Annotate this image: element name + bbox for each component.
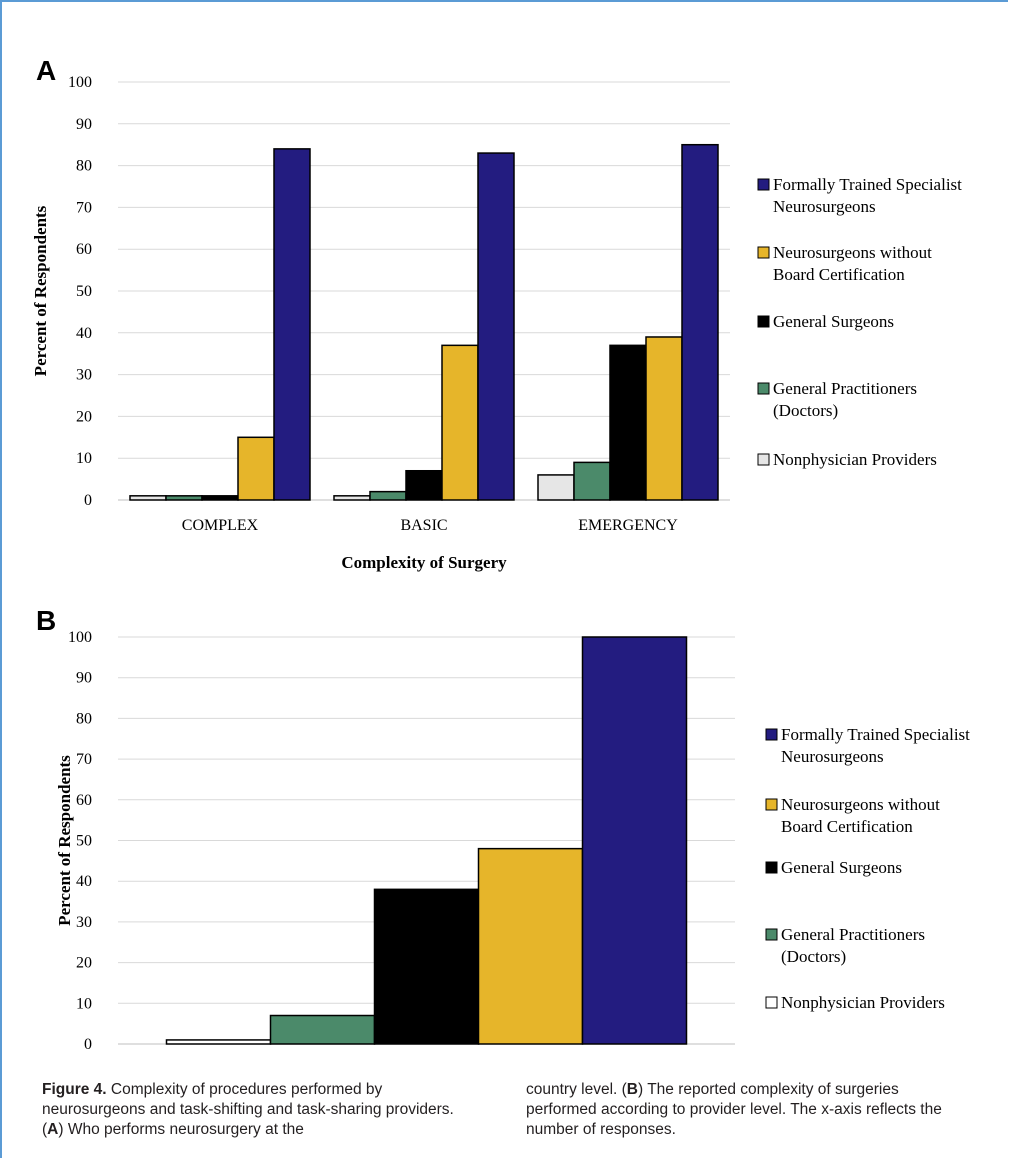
legend-label: General Surgeons — [781, 858, 902, 877]
y-tick-label: 100 — [68, 629, 92, 646]
bar — [369, 490, 407, 501]
legend-swatch — [765, 798, 778, 811]
x-axis-title: Complexity of Surgery — [341, 553, 507, 572]
caption-left: Figure 4. Complexity of procedures perfo… — [42, 1080, 462, 1140]
legend-swatch — [765, 728, 778, 741]
caption-bold-a: A — [47, 1121, 59, 1138]
y-tick-label: 40 — [76, 325, 92, 342]
bar — [681, 143, 719, 501]
legend-label: General Practitioners — [773, 379, 917, 398]
legend-label: Nonphysician Providers — [773, 450, 937, 469]
y-tick-label: 20 — [76, 955, 92, 972]
y-tick-label: 40 — [76, 873, 92, 890]
legend-swatch — [757, 246, 770, 259]
bar — [237, 436, 275, 501]
bar — [441, 344, 479, 501]
bar — [477, 847, 584, 1045]
y-axis-title: Percent of Respondents — [55, 755, 74, 926]
y-tick-label: 80 — [76, 158, 92, 175]
bar — [201, 495, 239, 501]
legend-label: Neurosurgeons without — [781, 795, 940, 814]
legend-label: General Practitioners — [781, 925, 925, 944]
legend-label: Neurosurgeons — [773, 197, 876, 216]
y-tick-label: 100 — [68, 74, 92, 91]
legend-label: Board Certification — [781, 817, 913, 836]
bar — [269, 1014, 376, 1045]
caption-left-tail: ) Who performs neurosurgery at the — [58, 1121, 304, 1138]
y-axis-title: Percent of Respondents — [31, 205, 50, 376]
bar — [405, 469, 443, 501]
y-tick-label: 0 — [84, 1036, 92, 1053]
bar — [645, 336, 683, 501]
legend-swatch — [757, 178, 770, 191]
y-tick-label: 0 — [84, 492, 92, 509]
y-tick-label: 30 — [76, 914, 92, 931]
y-tick-label: 10 — [76, 995, 92, 1012]
bar — [373, 888, 480, 1045]
y-tick-label: 60 — [76, 792, 92, 809]
y-tick-label: 30 — [76, 367, 92, 384]
y-tick-label: 60 — [76, 241, 92, 258]
legend-label: (Doctors) — [773, 401, 838, 420]
y-tick-label: 80 — [76, 710, 92, 727]
legend-label: (Doctors) — [781, 947, 846, 966]
bar — [477, 152, 515, 501]
legend-swatch — [765, 996, 778, 1009]
caption-bold-b: B — [626, 1081, 638, 1098]
legend-swatch — [765, 861, 778, 874]
bar — [581, 636, 688, 1045]
chart-b: B 0 10 20 30 40 50 60 70 80 90 100 Percent of Respon… — [36, 605, 970, 1053]
legend-label: Board Certification — [773, 265, 905, 284]
legend-label: General Surgeons — [773, 312, 894, 331]
bar — [129, 495, 167, 501]
y-tick-label: 50 — [76, 283, 92, 300]
caption-left-text: Complexity of procedures performed by ne… — [42, 1081, 454, 1138]
bar — [537, 474, 575, 501]
caption-right: country level. (B) The reported complexi… — [526, 1080, 966, 1140]
legend-swatch — [765, 928, 778, 941]
figure-label: Figure 4. — [42, 1081, 107, 1098]
legend-label: Neurosurgeons — [781, 747, 884, 766]
y-tick-label: 90 — [76, 116, 92, 133]
y-tick-label: 70 — [76, 751, 92, 768]
panel-label: A — [36, 55, 56, 86]
y-tick-label: 20 — [76, 408, 92, 425]
y-tick-label: 50 — [76, 833, 92, 850]
y-tick-label: 70 — [76, 199, 92, 216]
legend-label: Nonphysician Providers — [781, 993, 945, 1012]
legend-swatch — [757, 453, 770, 466]
y-tick-label: 10 — [76, 450, 92, 467]
bar — [273, 148, 311, 501]
legend-swatch — [757, 382, 770, 395]
x-tick-label: BASIC — [400, 517, 447, 534]
caption-right-head: country level. ( — [526, 1081, 627, 1098]
caption-right-text: ) The reported complexity of surgeries p… — [526, 1081, 942, 1138]
panel-label: B — [36, 605, 56, 636]
legend-label: Neurosurgeons without — [773, 243, 932, 262]
bar — [333, 495, 371, 501]
bar — [573, 461, 611, 501]
y-tick-label: 90 — [76, 670, 92, 687]
legend-label: Formally Trained Specialist — [773, 175, 962, 194]
bar — [165, 1039, 272, 1045]
x-tick-label: COMPLEX — [182, 517, 259, 534]
chart-a: A 0 10 20 30 40 50 60 70 80 90 100 Percent of Respon… — [31, 55, 962, 572]
x-tick-label: EMERGENCY — [578, 517, 678, 534]
legend-swatch — [757, 315, 770, 328]
bar — [609, 344, 647, 501]
bar — [165, 495, 203, 501]
legend-label: Formally Trained Specialist — [781, 725, 970, 744]
